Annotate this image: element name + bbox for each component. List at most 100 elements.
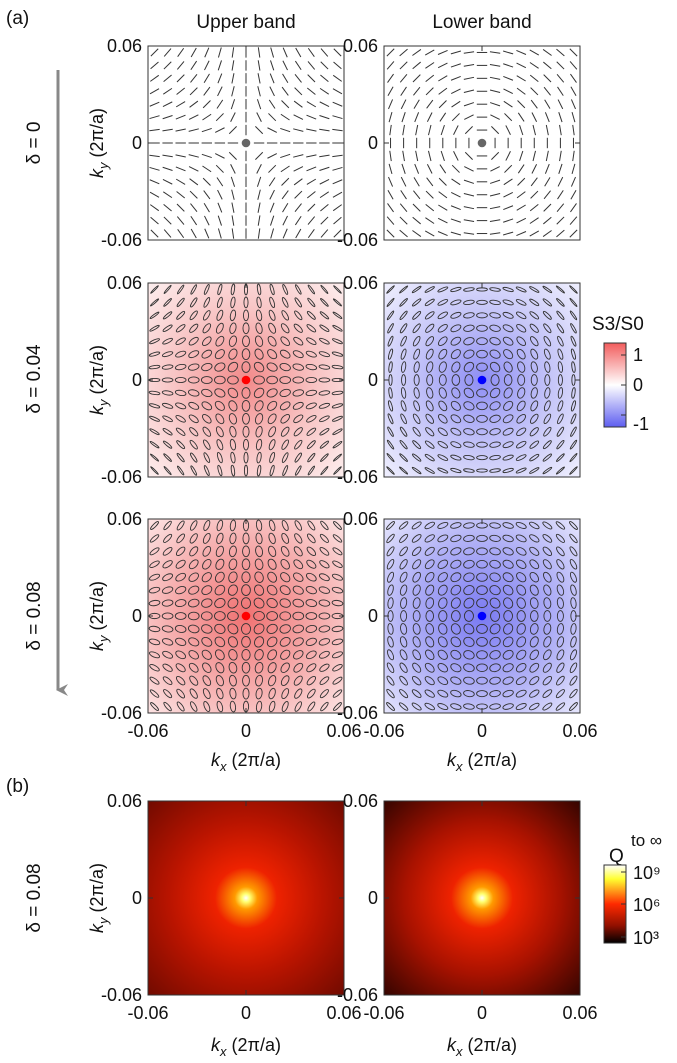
polarization-mark [464,126,473,135]
polarization-mark [516,414,526,424]
polarization-mark [190,520,198,531]
polarization-mark [162,428,173,436]
polarization-mark [516,323,527,333]
polarization-mark [476,312,488,319]
polarization-mark [149,179,160,185]
polarization-mark [543,203,552,212]
polarization-mark [476,676,488,685]
polarization-mark [203,519,211,531]
polarization-mark [515,311,527,320]
polarization-mark [215,558,225,570]
polarization-mark [529,427,539,437]
polarization-mark [542,298,553,307]
polarization-mark [399,675,408,686]
polarization-mark [569,571,577,583]
polarization-mark [556,298,565,307]
polarization-mark [503,361,513,373]
polarization-mark [516,336,526,346]
polarization-mark [557,176,564,187]
polarization-mark [216,687,224,700]
polarization-mark [556,675,565,686]
polarization-mark [516,231,527,237]
polarization-mark [228,335,238,347]
polarization-mark [476,650,488,660]
polarization-mark [399,74,408,83]
polarization-mark [320,48,329,57]
polarization-mark [516,217,527,224]
polarization-mark [451,178,461,186]
polarization-mark [427,124,432,136]
polarization-mark [556,636,565,648]
polarization-mark [388,400,394,412]
polarization-mark [162,547,173,556]
polarization-mark [268,675,277,687]
polarization-mark [424,286,435,293]
polarization-mark [399,426,408,437]
polarization-mark [400,400,407,412]
polarization-mark [294,439,303,450]
polarization-mark [388,99,394,110]
polarization-mark [253,597,265,609]
polarization-mark [463,522,475,529]
polarization-mark [425,323,435,333]
polarization-mark [437,676,449,685]
polarization-mark [163,520,172,531]
xtick-label-q-lower: 0 [477,1003,487,1023]
polarization-mark [543,571,552,583]
polarization-mark [230,163,236,174]
polarization-mark [463,428,475,436]
polarization-mark [214,375,226,385]
polarization-mark [332,204,342,212]
polarization-mark [400,190,407,200]
polarization-mark [388,111,393,123]
polarization-mark [294,452,302,463]
polarization-mark [544,163,550,174]
polarization-mark [331,625,344,633]
polarization-mark [270,228,275,239]
field-lower-0 [386,48,578,238]
polarization-mark [306,114,317,120]
polarization-mark [188,414,199,424]
polarization-mark [281,532,290,544]
polarization-mark [463,361,475,373]
polarization-mark [282,202,289,213]
polarization-mark [202,414,212,424]
polarization-mark [388,361,393,373]
polarization-mark [295,47,302,58]
polarization-mark [161,390,174,396]
polarization-mark [319,101,330,107]
polarization-mark [463,401,475,411]
polarization-mark [149,428,160,436]
panel-bg-q-lower [384,801,580,995]
polarization-mark [201,349,213,359]
polarization-mark [149,651,161,659]
polarization-mark [529,49,540,56]
polarization-mark [318,625,331,633]
polarization-mark [450,676,462,685]
polarization-mark [476,559,488,569]
polarization-mark [386,546,395,557]
polarization-mark [318,586,331,594]
polarization-mark [570,73,577,83]
polarization-mark [253,375,265,385]
polarization-mark [305,377,318,383]
polarization-mark [413,177,420,187]
polarization-mark [319,115,330,120]
polarization-mark [437,454,449,461]
polarization-mark [202,113,212,121]
polarization-mark [241,348,251,360]
polarization-mark [476,337,488,346]
polarization-mark [386,61,395,70]
polarization-mark [386,533,395,544]
polarization-mark [257,60,261,71]
polarization-mark [543,74,552,83]
polarization-mark [150,48,159,57]
polarization-mark [175,402,187,410]
polarization-mark [387,86,394,97]
polarization-mark [530,99,538,109]
polarization-mark [149,534,160,543]
polarization-mark [305,637,317,646]
polarization-mark [150,466,159,475]
polarization-mark [229,687,237,700]
polarization-mark [306,337,317,345]
